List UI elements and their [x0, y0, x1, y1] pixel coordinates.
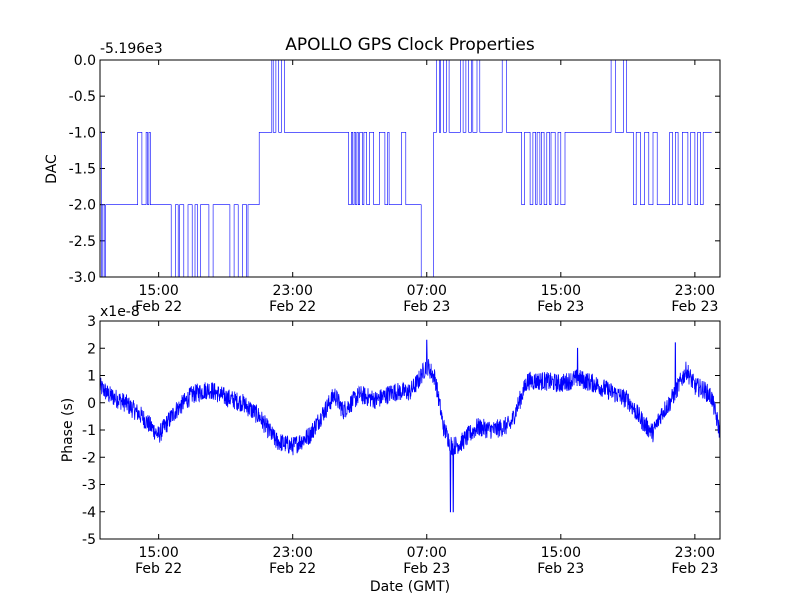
dac-xtick-date-label: Feb 23: [671, 299, 718, 315]
phase-ytick-label: 3: [87, 314, 96, 330]
phase-xtick-date-label: Feb 22: [135, 561, 182, 577]
phase-ytick-label: -4: [82, 505, 96, 521]
dac-axes-frame: [100, 60, 720, 277]
dac-ytick-label: -2.0: [69, 198, 96, 214]
phase-ytick-label: -1: [82, 423, 96, 439]
phase-xtick-date-label: Feb 23: [537, 561, 584, 577]
dac-axes-border: [99, 59, 721, 278]
dac-xtick-date-label: Feb 22: [135, 299, 182, 315]
dac-ylabel: DAC: [44, 154, 60, 184]
phase-offset-label: x1e-8: [100, 304, 140, 320]
phase-ytick-label: -2: [82, 450, 96, 466]
phase-xtick-date-label: Feb 22: [269, 561, 316, 577]
phase-axes-frame: [100, 321, 720, 539]
figure-title: APOLLO GPS Clock Properties: [285, 35, 535, 55]
dac-xtick-time-label: 23:00: [675, 283, 715, 299]
dac-ytick-label: -1.0: [69, 125, 96, 141]
dac-ytick-label: -3.0: [69, 270, 96, 286]
dac-xtick-date-label: Feb 22: [269, 299, 316, 315]
phase-ytick-label: 0: [87, 396, 96, 412]
dac-xtick-date-label: Feb 23: [403, 299, 450, 315]
phase-ytick-label: 1: [87, 369, 96, 385]
phase-ytick-label: 2: [87, 341, 96, 357]
dac-xtick-time-label: 23:00: [273, 283, 313, 299]
phase-ytick-label: -3: [82, 478, 96, 494]
dac-xtick-time-label: 07:00: [407, 283, 447, 299]
dac-ytick-label: -0.5: [69, 89, 96, 105]
dac-ytick-label: -2.5: [69, 234, 96, 250]
dac-offset-label: -5.196e3: [100, 41, 163, 57]
phase-ylabel: Phase (s): [60, 398, 76, 462]
phase-xtick-date-label: Feb 23: [671, 561, 718, 577]
dac-xtick-time-label: 15:00: [138, 283, 178, 299]
phase-xtick-time-label: 15:00: [541, 545, 581, 561]
dac-xtick-time-label: 15:00: [541, 283, 581, 299]
x-axis-label: Date (GMT): [370, 579, 450, 595]
phase-xtick-date-label: Feb 23: [403, 561, 450, 577]
dac-ytick-label: 0.0: [74, 53, 96, 69]
phase-axes-border: [99, 320, 721, 540]
phase-xtick-time-label: 23:00: [273, 545, 313, 561]
phase-xtick-time-label: 07:00: [407, 545, 447, 561]
dac-ytick-label: -1.5: [69, 162, 96, 178]
phase-xtick-time-label: 15:00: [138, 545, 178, 561]
phase-xtick-time-label: 23:00: [675, 545, 715, 561]
phase-series-line: [99, 339, 721, 513]
phase-ytick-label: -5: [82, 532, 96, 548]
dac-xtick-date-label: Feb 23: [537, 299, 584, 315]
